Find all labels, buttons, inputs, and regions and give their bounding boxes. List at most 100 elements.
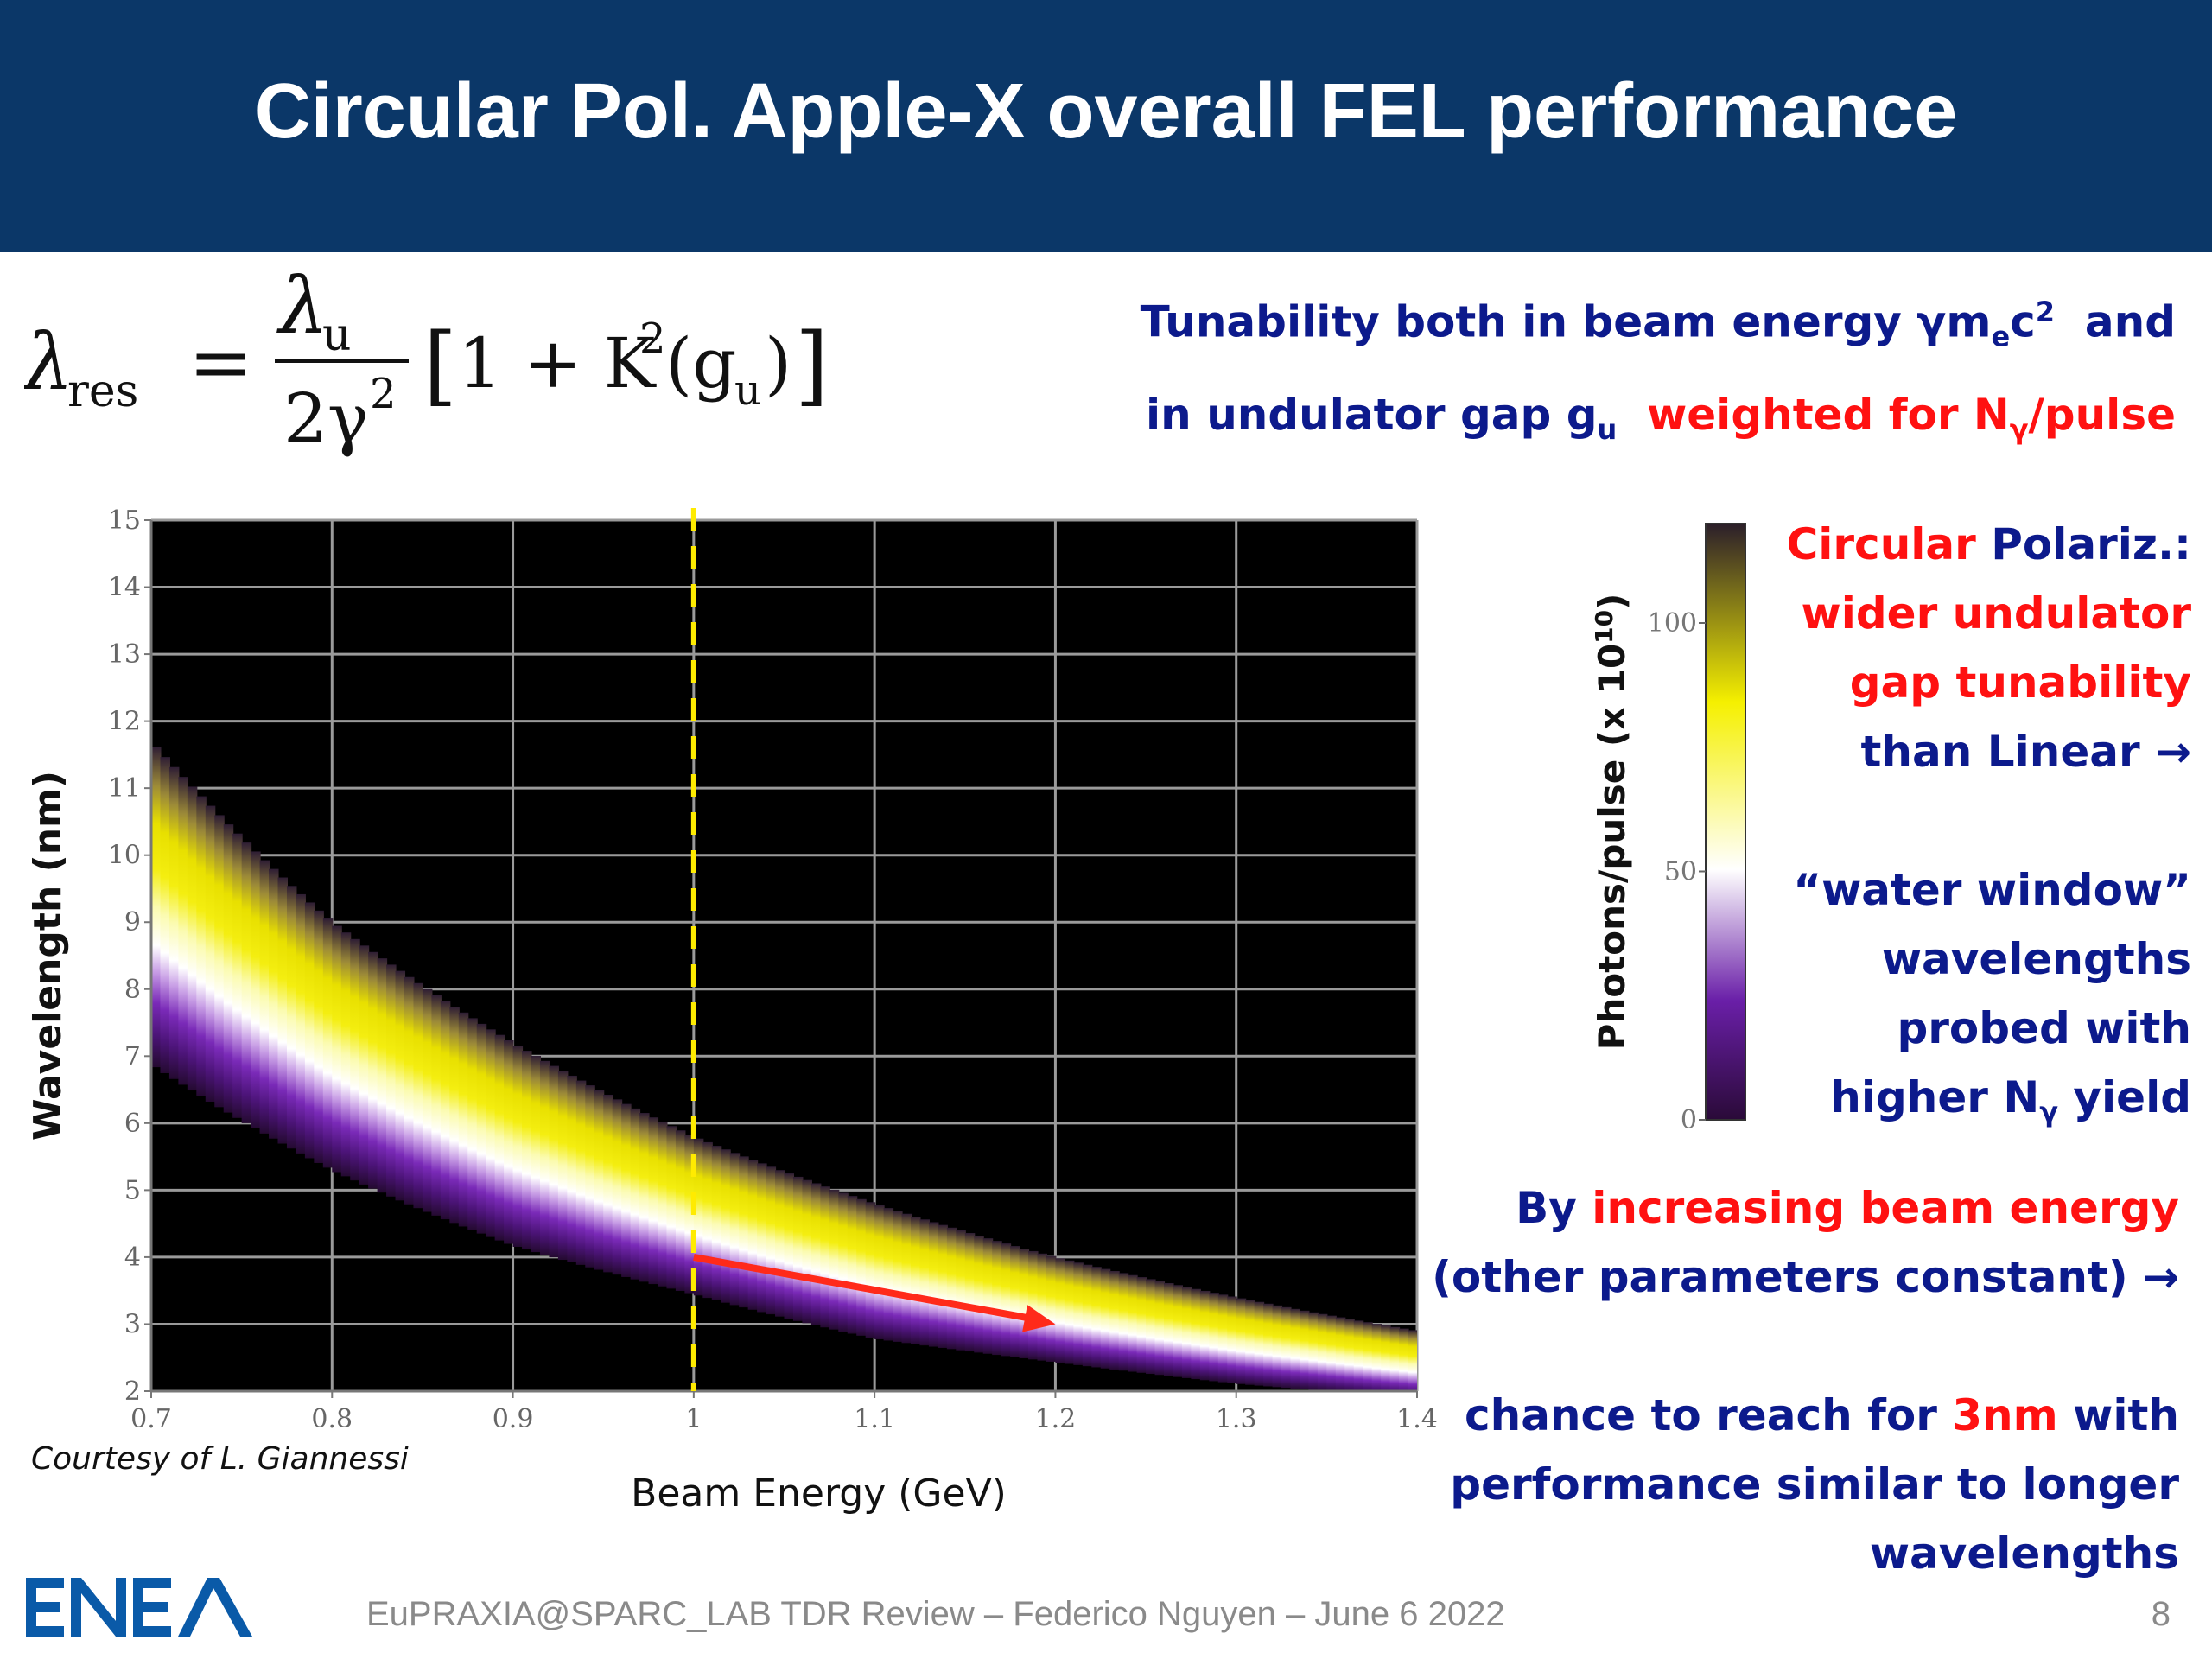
band-slice: [1109, 1270, 1120, 1370]
band-slice: [865, 1202, 876, 1338]
side-l1-navy: Polariz.:: [1975, 519, 2191, 569]
tunability-text: Tunability both in beam energy γmec2 and…: [966, 273, 2176, 468]
band-slice: [775, 1170, 785, 1317]
band-slice: [314, 910, 324, 1163]
band-slice: [757, 1163, 767, 1313]
band-slice: [1028, 1250, 1039, 1360]
band-slice: [359, 945, 370, 1185]
colorbar: [1705, 523, 1746, 1121]
band-slice: [585, 1085, 595, 1268]
band-slice: [1399, 1328, 1409, 1391]
band-slice: [214, 815, 225, 1108]
band-slice: [196, 796, 207, 1096]
fel-performance-chart: 0.7 0.8 0.9 1 1.1 1.2 1.3 1.4 2 3 4 5 6 7 8 9 10 11 12 13 14…: [26, 505, 1746, 1516]
y-tick-label: 11: [108, 773, 141, 804]
band-slice: [901, 1213, 912, 1344]
band-slice: [810, 1183, 822, 1325]
band-slice: [458, 1012, 469, 1227]
band-slice: [1199, 1290, 1211, 1381]
band-slice: [911, 1217, 921, 1344]
band-slice: [1245, 1300, 1255, 1385]
band-slice: [277, 877, 289, 1144]
side-l1-red: Circular: [1786, 519, 1976, 569]
band-slice: [1326, 1315, 1337, 1391]
band-slice: [1299, 1310, 1310, 1389]
band-slice: [1136, 1277, 1147, 1373]
formula-lhs-sub: res: [67, 365, 138, 417]
band-slice: [322, 918, 334, 1168]
energy-l2-text: (other parameters constant): [1432, 1252, 2128, 1302]
band-slice: [1055, 1258, 1065, 1363]
resonance-formula: λ res = λ u 2γ 2 [ 1 + K 2 (g u ) ]: [24, 261, 829, 458]
band-slice: [531, 1055, 542, 1253]
x-tick-label: 1.4: [1396, 1404, 1438, 1434]
page-number: 8: [2151, 1595, 2171, 1633]
band-slice: [982, 1238, 994, 1354]
side-l4-text: than Linear: [1860, 727, 2140, 777]
band-slice: [802, 1179, 812, 1324]
band-slice: [739, 1156, 749, 1308]
side-l8-a: higher N: [1830, 1072, 2040, 1122]
band-slice: [766, 1166, 777, 1315]
formula-num: λ: [276, 261, 328, 352]
band-slice: [928, 1222, 939, 1347]
band-slice: [395, 970, 406, 1201]
band-slice: [304, 902, 315, 1159]
formula-g-close: ): [765, 323, 791, 404]
formula-equals: =: [188, 317, 253, 408]
tunability-l2-a: in undulator gap g: [1146, 389, 1598, 440]
band-slice: [160, 757, 170, 1073]
right-arrow-icon: →: [2143, 1252, 2179, 1302]
tunability-l2-b: weighted for N: [1617, 389, 2010, 440]
band-slice: [792, 1176, 804, 1321]
band-slice: [1164, 1282, 1174, 1376]
chance-l1-a: chance to reach for: [1464, 1390, 1953, 1440]
band-slice: [431, 995, 442, 1216]
band-slice: [386, 964, 397, 1197]
circular-polarization-note: Circular Polariz.: wider undulator gap t…: [1586, 510, 2191, 1147]
band-slice: [838, 1192, 849, 1332]
band-slice: [874, 1205, 885, 1340]
overlays: [690, 508, 1056, 1391]
band-slice: [1073, 1262, 1084, 1365]
band-slice: [1128, 1274, 1138, 1372]
y-tick-label: 14: [108, 573, 141, 603]
band-slice: [693, 1138, 704, 1296]
side-line-6: wavelengths: [1881, 934, 2191, 984]
tunability-line-1: Tunability both in beam energy γmec2 and: [966, 273, 2176, 376]
y-tick-label: 7: [124, 1041, 141, 1071]
y-tick-label: 8: [124, 975, 141, 1005]
formula-g-open: (g: [665, 323, 736, 404]
band-slice: [883, 1208, 894, 1341]
side-line-7: probed with: [1897, 1003, 2191, 1053]
band-slice: [422, 988, 433, 1212]
band-slice: [747, 1160, 759, 1310]
band-slice: [1353, 1320, 1364, 1391]
band-slice: [648, 1117, 659, 1285]
right-arrow-icon: →: [2155, 727, 2191, 777]
footer: EuPRAXIA@SPARC_LAB TDR Review – Federico…: [366, 1595, 1505, 1633]
band-slice: [232, 833, 243, 1118]
tunability-l1-c: and: [2055, 296, 2176, 347]
band-slice: [1335, 1317, 1346, 1391]
band-slice: [1046, 1255, 1057, 1362]
side-line-4: than Linear →: [1586, 717, 2191, 786]
tunability-line-2: in undulator gap gu weighted for Nγ/puls…: [966, 376, 2176, 468]
colorbar-tick-label: 0: [1681, 1105, 1697, 1135]
band-slice: [296, 893, 306, 1154]
chance-line-1: chance to reach for 3nm with: [1402, 1381, 2179, 1450]
y-tick-label: 9: [124, 907, 141, 938]
y-tick-label: 3: [124, 1309, 141, 1339]
band-slice: [938, 1224, 948, 1348]
band-slice: [1281, 1306, 1292, 1389]
band-slice: [594, 1090, 605, 1270]
side-line-2: wider undulator: [1801, 588, 2191, 639]
band-slice: [721, 1149, 731, 1303]
band-slice: [377, 958, 388, 1193]
side-line-3: gap tunability: [1849, 658, 2191, 708]
band-slice: [784, 1173, 795, 1319]
band-slice: [1191, 1288, 1201, 1380]
band-slice: [1082, 1264, 1093, 1367]
colorbar-label-text: Photons/pulse (x 10: [1591, 644, 1633, 1051]
band-slice: [286, 886, 297, 1149]
